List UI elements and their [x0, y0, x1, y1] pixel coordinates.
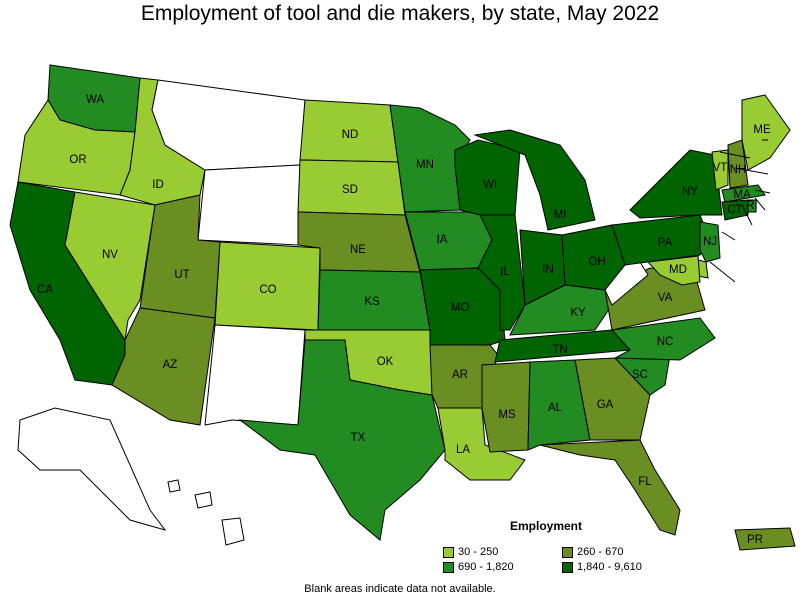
- state-label-tx: TX: [351, 432, 366, 444]
- state-label-fl: FL: [638, 476, 652, 488]
- state-label-az: AZ: [163, 359, 178, 371]
- state-label-nd: ND: [342, 129, 359, 141]
- state-label-il: IL: [500, 266, 510, 278]
- state-nj: [699, 221, 721, 263]
- state-label-me: ME: [753, 124, 771, 136]
- legend-swatch: [562, 561, 573, 573]
- state-me: [741, 94, 791, 171]
- legend-label: 690 - 1,820: [458, 561, 514, 573]
- state-label-or: OR: [69, 154, 86, 166]
- state-label-la: LA: [456, 444, 470, 456]
- state-wv: [604, 261, 649, 306]
- state-label-pa: PA: [658, 237, 673, 249]
- state-al: [527, 359, 591, 451]
- legend-item-1: 30 - 250: [443, 546, 498, 558]
- state-vt: [711, 149, 729, 191]
- state-label-ia: IA: [437, 234, 448, 246]
- state-label-wa: WA: [86, 94, 104, 106]
- state-label-ne: NE: [350, 244, 366, 256]
- legend-swatch: [443, 561, 454, 573]
- legend-label: 30 - 250: [458, 546, 499, 558]
- state-label-sc: SC: [632, 369, 648, 381]
- state-label-mi: MI: [554, 209, 567, 221]
- state-label-ky: KY: [570, 307, 586, 319]
- state-label-ar: AR: [452, 369, 468, 381]
- state-wy: [197, 164, 301, 246]
- state-label-ny: NY: [682, 186, 698, 198]
- state-label-ok: OK: [377, 356, 394, 368]
- state-label-va: VA: [658, 292, 673, 304]
- legend-swatch: [443, 546, 454, 558]
- state-mi: [473, 129, 596, 231]
- state-label-mo: MO: [451, 302, 470, 314]
- state-label-nv: NV: [102, 249, 118, 261]
- state-fl: [539, 439, 681, 536]
- state-nc: [610, 317, 716, 361]
- state-label-ma: MA: [733, 189, 751, 201]
- state-label-oh: OH: [588, 256, 605, 268]
- state-label-tn: TN: [552, 344, 567, 356]
- state-label-md: MD: [669, 264, 687, 276]
- state-label-nc: NC: [657, 336, 674, 348]
- state-ma: [721, 184, 766, 203]
- state-tx: [238, 339, 446, 541]
- state-ia: [404, 211, 493, 271]
- state-label-id: ID: [152, 179, 164, 191]
- state-nh: [727, 139, 749, 189]
- state-pr: [734, 527, 796, 551]
- state-label-ri: RI: [746, 200, 758, 212]
- state-wi: [454, 139, 521, 216]
- legend-item-2: 260 - 670: [562, 546, 623, 558]
- state-label-ut: UT: [174, 269, 189, 281]
- state-ga: [574, 357, 651, 441]
- state-ct: [721, 199, 749, 221]
- state-il: [477, 214, 526, 331]
- state-label-vt: VT: [713, 162, 728, 174]
- state-ny: [629, 149, 723, 219]
- state-la: [437, 407, 526, 481]
- state-label-ks: KS: [364, 296, 380, 308]
- state-label-mn: MN: [416, 159, 434, 171]
- legend-item-3: 690 - 1,820: [443, 561, 514, 573]
- state-label-ga: GA: [597, 399, 614, 411]
- state-label-nj: NJ: [703, 236, 717, 248]
- legend-title: Employment: [510, 519, 583, 533]
- state-nm: [204, 324, 306, 426]
- state-label-co: CO: [259, 284, 276, 296]
- state-az: [111, 307, 216, 426]
- legend-item-4: 1,840 - 9,610: [562, 561, 642, 573]
- state-label-ct: CT: [727, 204, 742, 216]
- legend-label: 260 - 670: [577, 546, 624, 558]
- state-label-in: IN: [542, 264, 554, 276]
- state-hi: [167, 479, 245, 546]
- state-label-sd: SD: [342, 184, 358, 196]
- state-label-nh: NH: [730, 164, 747, 176]
- state-ms: [481, 361, 531, 453]
- map-title: Employment of tool and die makers, by st…: [140, 2, 660, 25]
- state-ak: [17, 407, 167, 531]
- state-label-al: AL: [548, 402, 563, 414]
- state-label-ca: CA: [37, 284, 53, 296]
- state-md: [646, 255, 701, 286]
- legend-label: 1,840 - 9,610: [577, 561, 642, 573]
- legend-swatch: [562, 546, 573, 558]
- state-label-wi: WI: [483, 179, 497, 191]
- state-label-pr: PR: [747, 534, 763, 546]
- state-label-ms: MS: [498, 409, 516, 421]
- footnote: Blank areas indicate data not available.: [304, 583, 496, 595]
